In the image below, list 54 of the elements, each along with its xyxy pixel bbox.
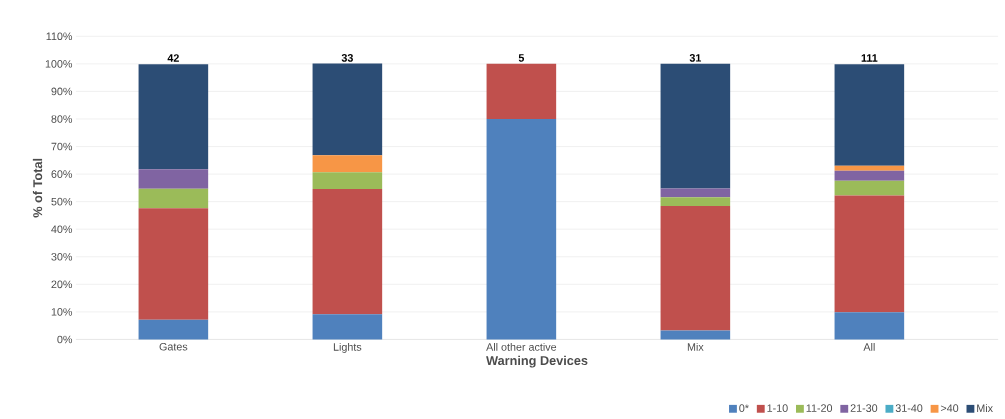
x-tick-label: Gates <box>159 342 188 351</box>
bar <box>660 63 731 189</box>
x-tick-label: Mix <box>687 342 704 351</box>
bar <box>312 172 383 190</box>
y-tick-label: 100% <box>45 60 73 68</box>
y-tick-label: 40% <box>51 225 73 234</box>
y-tick-label: 60% <box>51 170 73 178</box>
bar <box>312 314 383 340</box>
bar <box>138 208 209 320</box>
y-axis-title: % of Total <box>32 158 43 218</box>
bar <box>486 119 557 340</box>
legend-label: 11-20 <box>806 404 833 412</box>
y-tick-label: 70% <box>51 142 73 151</box>
y-tick-label: 80% <box>51 115 73 123</box>
legend-label: 0* <box>739 404 749 412</box>
bar <box>834 64 905 166</box>
y-tick-label: 90% <box>51 87 73 96</box>
bar <box>834 180 905 196</box>
legend-label: >40 <box>940 404 959 412</box>
y-tick-label: 50% <box>51 197 73 206</box>
legend-label: 1-10 <box>767 404 788 412</box>
bar <box>138 188 209 209</box>
bar <box>834 312 905 340</box>
bar <box>834 195 905 313</box>
x-tick-label: Lights <box>333 342 362 353</box>
y-tick-label: 20% <box>51 280 73 289</box>
bar <box>312 189 383 315</box>
x-tick-label: All other active <box>486 342 557 351</box>
bar <box>138 64 209 170</box>
bar <box>486 63 557 120</box>
bar <box>138 319 209 340</box>
annotation: 42 <box>167 54 179 62</box>
bar <box>312 63 383 156</box>
bar <box>834 165 905 171</box>
y-tick-label: 110% <box>46 32 73 41</box>
annotation: 111 <box>861 54 878 62</box>
y-tick-label: 0% <box>57 335 73 344</box>
legend-label: Mix <box>977 404 993 413</box>
legend-label: 21-30 <box>850 404 878 412</box>
bar <box>660 197 731 207</box>
bar <box>660 188 731 198</box>
legend-label: 31-40 <box>895 404 923 412</box>
annotation: 31 <box>689 54 702 62</box>
x-axis-title: Warning Devices <box>486 355 588 368</box>
bar <box>834 170 905 181</box>
bar <box>138 169 209 189</box>
bar <box>660 206 731 331</box>
annotation: 33 <box>341 54 353 62</box>
annotation: 5 <box>518 54 525 62</box>
y-tick-label: 30% <box>51 253 73 261</box>
y-tick-label: 10% <box>51 308 73 316</box>
x-tick-label: All <box>863 342 875 351</box>
bar <box>660 330 731 340</box>
bar <box>312 155 383 173</box>
